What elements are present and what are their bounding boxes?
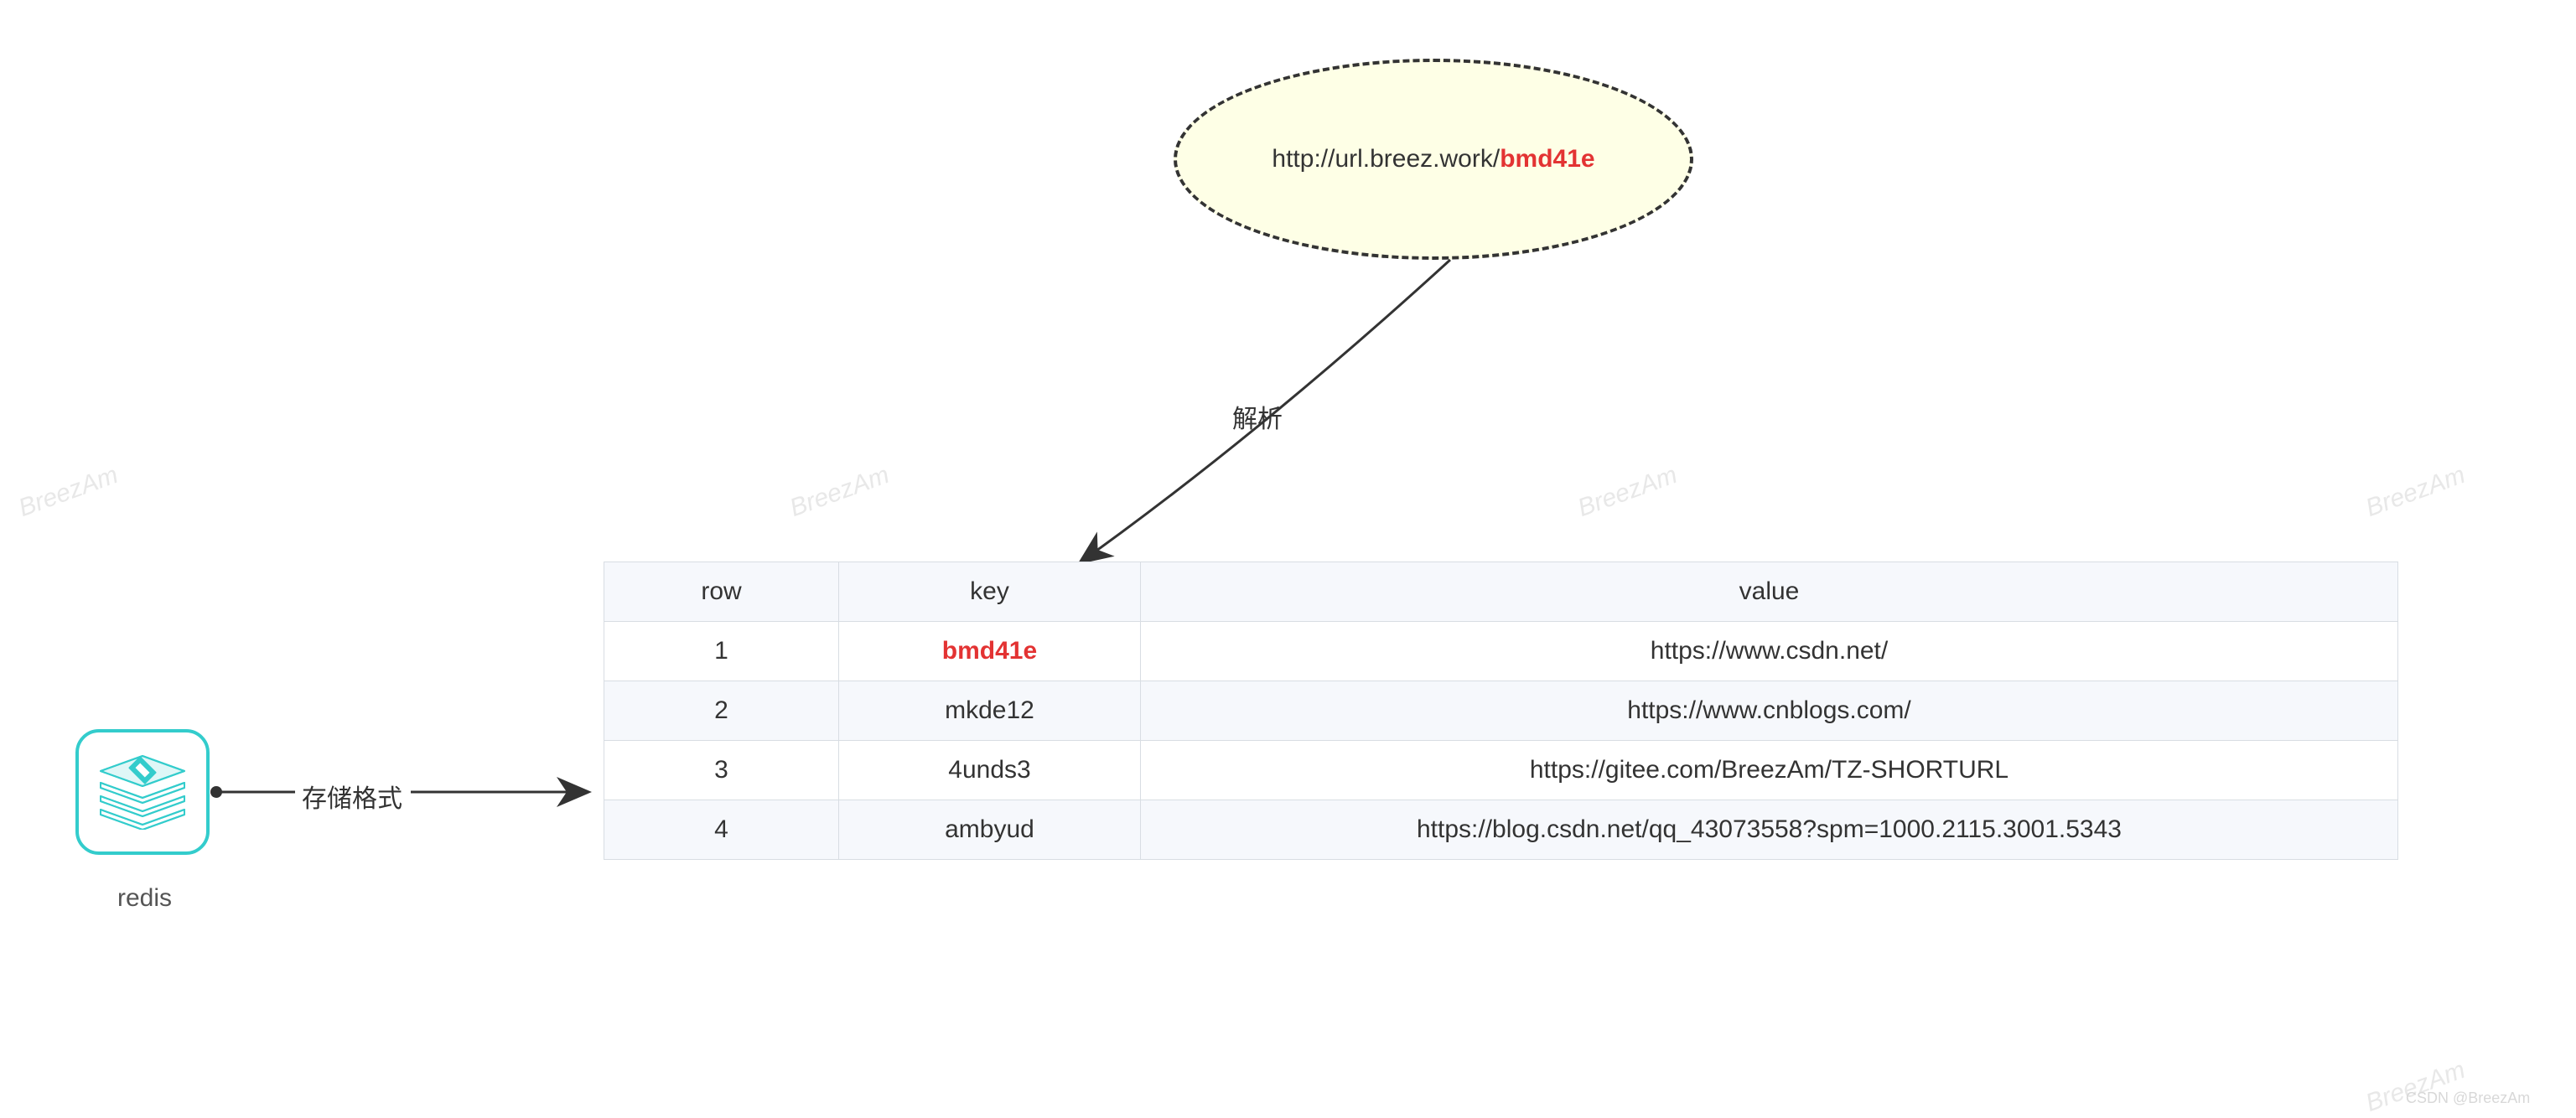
cell-value: https://www.cnblogs.com/ [1141,681,2398,741]
col-header-value: value [1141,562,2398,622]
watermark: BreezAm [2362,461,2470,523]
redis-label: redis [117,884,172,913]
url-code: bmd41e [1500,145,1594,173]
diagram-canvas: BreezAm BreezAm BreezAm BreezAm BreezAm … [0,0,2576,1116]
table-row: 4 ambyud https://blog.csdn.net/qq_430735… [604,800,2398,860]
cell-row: 2 [604,681,839,741]
redis-stack-icon [96,754,189,830]
store-arrow-label: 存储格式 [302,778,402,815]
watermark: BreezAm [786,461,894,523]
url-bubble-text: http://url.breez.work/bmd41e [1272,145,1594,173]
store-arrow-origin-dot [210,786,222,798]
kv-table: row key value 1 bmd41e https://www.csdn.… [604,562,2398,860]
credit-text: CSDN @BreezAm [2406,1090,2530,1107]
col-header-key: key [839,562,1141,622]
cell-key: 4unds3 [839,741,1141,800]
table-row: 3 4unds3 https://gitee.com/BreezAm/TZ-SH… [604,741,2398,800]
cell-key: mkde12 [839,681,1141,741]
cell-key: ambyud [839,800,1141,860]
watermark: BreezAm [2362,1056,2470,1118]
url-bubble: http://url.breez.work/bmd41e [1174,59,1693,260]
redis-icon-box [75,729,210,855]
col-header-row: row [604,562,839,622]
table-row: 2 mkde12 https://www.cnblogs.com/ [604,681,2398,741]
cell-key: bmd41e [839,622,1141,681]
cell-value: https://blog.csdn.net/qq_43073558?spm=10… [1141,800,2398,860]
cell-value: https://gitee.com/BreezAm/TZ-SHORTURL [1141,741,2398,800]
table-header-row: row key value [604,562,2398,622]
table-row: 1 bmd41e https://www.csdn.net/ [604,622,2398,681]
cell-row: 3 [604,741,839,800]
watermark: BreezAm [1574,461,1682,523]
watermark: BreezAm [15,461,122,523]
parse-arrow-label: 解析 [1232,398,1283,435]
cell-value: https://www.csdn.net/ [1141,622,2398,681]
url-prefix: http://url.breez.work/ [1272,145,1500,173]
cell-row: 4 [604,800,839,860]
cell-row: 1 [604,622,839,681]
